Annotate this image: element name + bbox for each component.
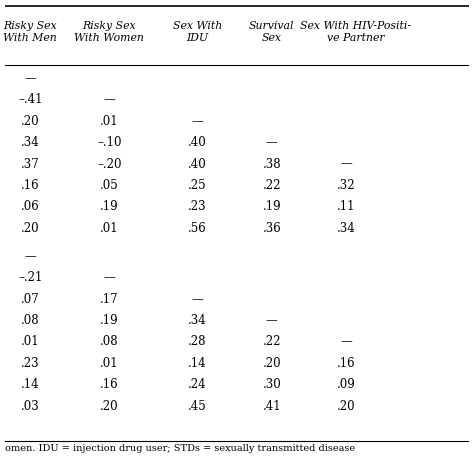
Text: omen. IDU = injection drug user; STDs = sexually transmitted disease: omen. IDU = injection drug user; STDs = … (5, 444, 355, 453)
Text: .08: .08 (21, 314, 40, 327)
Text: –.41: –.41 (18, 93, 43, 107)
Text: Risky Sex
With Women: Risky Sex With Women (74, 21, 144, 43)
Text: .40: .40 (188, 157, 207, 171)
Text: .23: .23 (21, 357, 40, 370)
Text: —: — (266, 314, 278, 327)
Text: .01: .01 (100, 115, 118, 128)
Text: Sex With HIV-Positi-
ve Partner: Sex With HIV-Positi- ve Partner (300, 21, 411, 43)
Text: —: — (191, 293, 203, 306)
Text: —: — (25, 250, 36, 263)
Text: —: — (340, 336, 352, 348)
Text: .56: .56 (188, 222, 207, 235)
Text: —: — (340, 157, 352, 171)
Text: .19: .19 (100, 201, 118, 213)
Text: .19: .19 (100, 314, 118, 327)
Text: .36: .36 (263, 222, 281, 235)
Text: .08: .08 (100, 336, 118, 348)
Text: .14: .14 (188, 357, 207, 370)
Text: Sex With
IDU: Sex With IDU (173, 21, 222, 43)
Text: —: — (191, 115, 203, 128)
Text: .06: .06 (21, 201, 40, 213)
Text: .30: .30 (263, 378, 281, 391)
Text: —: — (266, 136, 278, 149)
Text: .20: .20 (21, 222, 40, 235)
Text: –.10: –.10 (97, 136, 121, 149)
Text: .22: .22 (263, 179, 281, 192)
Text: .23: .23 (188, 201, 207, 213)
Text: .07: .07 (21, 293, 40, 306)
Text: .34: .34 (21, 136, 40, 149)
Text: .34: .34 (337, 222, 356, 235)
Text: .22: .22 (263, 336, 281, 348)
Text: .40: .40 (188, 136, 207, 149)
Text: —: — (103, 272, 115, 284)
Text: .11: .11 (337, 201, 356, 213)
Text: –.20: –.20 (97, 157, 121, 171)
Text: .28: .28 (188, 336, 207, 348)
Text: .45: .45 (188, 400, 207, 412)
Text: —: — (25, 72, 36, 85)
Text: .16: .16 (100, 378, 118, 391)
Text: Risky Sex
With Men: Risky Sex With Men (3, 21, 57, 43)
Text: .38: .38 (263, 157, 281, 171)
Text: .24: .24 (188, 378, 207, 391)
Text: –.21: –.21 (18, 272, 43, 284)
Text: Survival
Sex: Survival Sex (249, 21, 294, 43)
Text: .01: .01 (100, 357, 118, 370)
Text: .34: .34 (188, 314, 207, 327)
Text: .20: .20 (263, 357, 281, 370)
Text: .25: .25 (188, 179, 207, 192)
Text: .09: .09 (337, 378, 356, 391)
Text: .01: .01 (21, 336, 40, 348)
Text: .41: .41 (263, 400, 281, 412)
Text: .37: .37 (21, 157, 40, 171)
Text: .32: .32 (337, 179, 356, 192)
Text: .03: .03 (21, 400, 40, 412)
Text: .20: .20 (100, 400, 118, 412)
Text: .01: .01 (100, 222, 118, 235)
Text: .20: .20 (21, 115, 40, 128)
Text: .16: .16 (21, 179, 40, 192)
Text: .05: .05 (100, 179, 118, 192)
Text: .16: .16 (337, 357, 356, 370)
Text: .17: .17 (100, 293, 118, 306)
Text: .19: .19 (263, 201, 281, 213)
Text: .14: .14 (21, 378, 40, 391)
Text: —: — (103, 93, 115, 107)
Text: .20: .20 (337, 400, 356, 412)
